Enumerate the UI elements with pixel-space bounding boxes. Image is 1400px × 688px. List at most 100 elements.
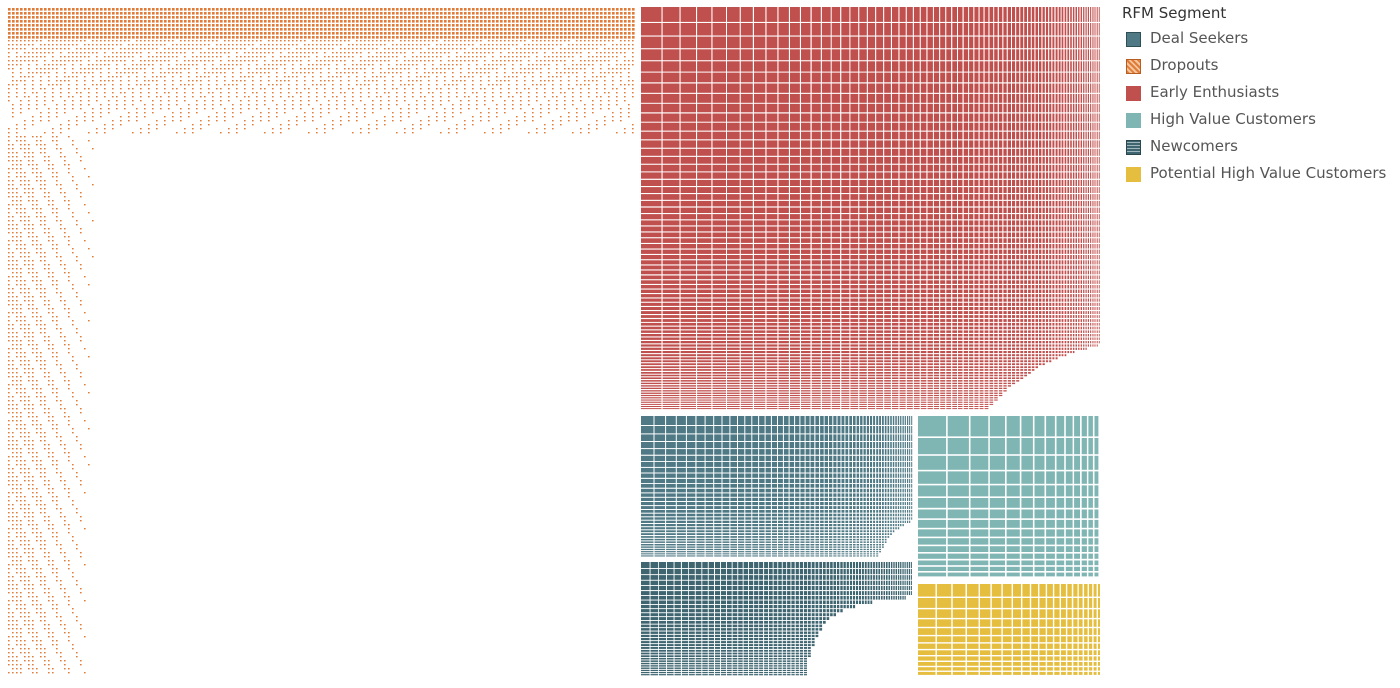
customer-cell (192, 128, 194, 130)
customer-cell (899, 23, 906, 36)
customer-cell (24, 608, 26, 610)
customer-cell (444, 112, 446, 114)
customer-cell (72, 608, 74, 610)
customer-cell (272, 100, 274, 102)
customer-cell (40, 284, 42, 286)
customer-cell (532, 64, 534, 66)
customer-cell (468, 104, 470, 106)
customer-cell (32, 408, 34, 410)
customer-cell (420, 40, 422, 42)
customer-cell (580, 48, 582, 50)
customer-cell (8, 280, 10, 282)
customer-cell (64, 80, 66, 82)
customer-cell (332, 128, 334, 130)
customer-cell (112, 96, 114, 98)
customer-cell (16, 368, 18, 370)
customer-cell (84, 492, 86, 494)
customer-cell (340, 52, 342, 54)
customer-cell (504, 36, 507, 39)
customer-cell (396, 12, 399, 15)
customer-cell (16, 304, 18, 306)
customer-cell (48, 444, 50, 446)
customer-cell (64, 588, 66, 590)
customer-cell (80, 264, 82, 266)
customer-cell (332, 60, 334, 62)
customer-cell (284, 68, 286, 70)
customer-cell (16, 268, 18, 270)
customer-cell (140, 16, 143, 19)
customer-cell (464, 8, 467, 11)
customer-cell (356, 40, 358, 42)
customer-cell (24, 316, 26, 318)
customer-cell (308, 28, 311, 31)
customer-cell (96, 132, 98, 134)
customer-cell (364, 84, 366, 86)
customer-cell (60, 60, 62, 62)
customer-cell (48, 596, 50, 598)
customer-cell (8, 528, 10, 530)
customer-cell (428, 48, 430, 50)
customer-cell (484, 8, 487, 11)
customer-cell (596, 128, 598, 130)
customer-cell (220, 68, 222, 70)
customer-cell (64, 8, 67, 11)
customer-cell (184, 56, 186, 58)
customer-cell (136, 8, 139, 11)
customer-cell (596, 36, 599, 39)
customer-cell (48, 336, 50, 338)
segment-dropouts[interactable] (8, 8, 635, 674)
segment-early-enthusiasts[interactable] (641, 7, 1100, 410)
customer-cell (44, 224, 46, 226)
customer-cell (276, 68, 278, 70)
customer-cell (588, 36, 591, 39)
customer-cell (72, 428, 74, 430)
customer-cell (12, 556, 14, 558)
customer-cell (16, 644, 18, 646)
customer-cell (36, 236, 38, 238)
customer-cell (1090, 23, 1092, 36)
customer-cell (452, 84, 454, 86)
customer-cell (60, 444, 62, 446)
customer-cell (76, 656, 78, 658)
customer-cell (232, 44, 234, 46)
customer-cell (524, 44, 526, 46)
customer-cell (364, 104, 366, 106)
customer-cell (56, 536, 58, 538)
customer-cell (60, 364, 62, 366)
customer-cell (316, 132, 318, 134)
customer-cell (196, 80, 198, 82)
customer-cell (448, 16, 451, 19)
customer-cell (60, 332, 62, 334)
customer-cell (24, 460, 26, 462)
customer-cell (336, 100, 338, 102)
customer-cell (476, 28, 479, 31)
customer-cell (228, 132, 230, 134)
customer-cell (460, 80, 462, 82)
customer-cell (456, 80, 458, 82)
customer-cell (224, 112, 226, 114)
customer-cell (496, 104, 498, 106)
customer-cell (136, 32, 139, 35)
customer-cell (220, 52, 222, 54)
customer-cell (88, 44, 90, 46)
customer-cell (284, 80, 286, 82)
customer-cell (12, 192, 14, 194)
customer-cell (1096, 7, 1098, 22)
customer-cell (536, 100, 538, 102)
customer-cell (344, 20, 347, 23)
customer-cell (200, 92, 202, 94)
customer-cell (572, 44, 574, 46)
customer-cell (52, 244, 54, 246)
customer-cell (384, 80, 386, 82)
customer-cell (36, 136, 38, 138)
customer-cell (40, 652, 42, 654)
customer-cell (24, 476, 26, 478)
customer-cell (368, 8, 371, 11)
customer-cell (100, 84, 102, 86)
customer-cell (8, 220, 10, 222)
customer-cell (68, 456, 70, 458)
customer-cell (320, 40, 322, 42)
customer-cell (376, 96, 378, 98)
customer-cell (172, 40, 174, 42)
customer-cell (580, 128, 582, 130)
